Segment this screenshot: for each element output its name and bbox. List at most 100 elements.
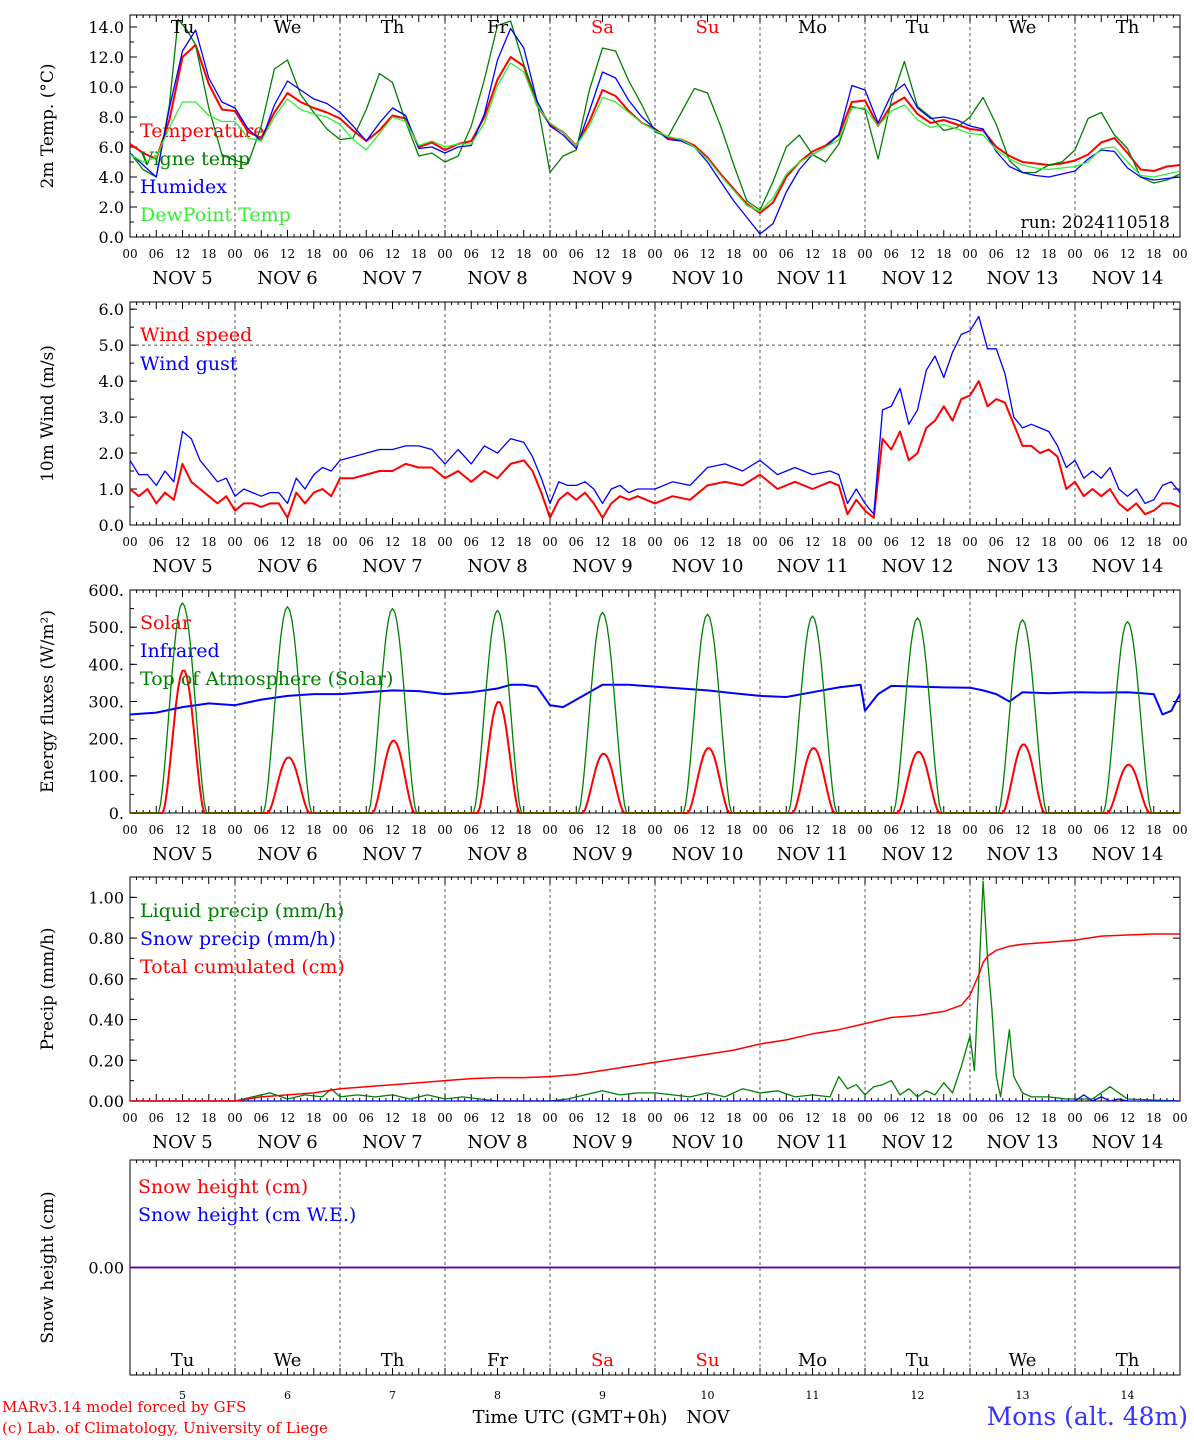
- hour-tick-label: 18: [936, 247, 951, 261]
- legend-entry: Total cumulated (cm): [140, 956, 345, 978]
- hour-tick-label: 12: [910, 247, 925, 261]
- series-line: [129, 27, 1181, 235]
- hour-tick-label: 12: [175, 1111, 190, 1125]
- hour-tick-label: 18: [201, 247, 216, 261]
- hour-tick-label: 06: [884, 535, 899, 549]
- hour-tick-label: 00: [1172, 823, 1187, 837]
- hour-tick-label: 00: [752, 247, 767, 261]
- hour-tick-label: 00: [122, 823, 137, 837]
- hour-tick-label: 06: [989, 535, 1004, 549]
- hour-tick-label: 06: [989, 823, 1004, 837]
- hour-tick-label: 00: [647, 247, 662, 261]
- day-name-label: We: [274, 1350, 302, 1371]
- legend-entry: Humidex: [140, 176, 227, 198]
- date-label: NOV 10: [672, 556, 744, 577]
- hour-tick-label: 12: [595, 823, 610, 837]
- hour-tick-label: 12: [1120, 247, 1135, 261]
- hour-tick-label: 12: [805, 535, 820, 549]
- hour-tick-label: 00: [1172, 1111, 1187, 1125]
- hour-tick-label: 18: [1041, 1111, 1056, 1125]
- y-tick-label: 8.0: [99, 108, 124, 127]
- hour-tick-label: 06: [149, 823, 164, 837]
- date-label: NOV 11: [777, 268, 849, 289]
- series-line: [130, 1094, 1180, 1102]
- day-name-label: Su: [696, 17, 720, 38]
- series-line: [129, 315, 1181, 515]
- y-tick-label: 12.0: [88, 48, 124, 67]
- day-name-label: Fr: [487, 1350, 508, 1371]
- hour-tick-label: 00: [857, 823, 872, 837]
- day-name-label: Tu: [906, 17, 930, 38]
- hour-tick-label: 12: [595, 535, 610, 549]
- legend-entry: Temperature: [140, 120, 264, 142]
- hour-tick-label: 12: [175, 247, 190, 261]
- hour-tick-label: 18: [1146, 535, 1161, 549]
- panel-1: 0.0 2.0 4.0 6.0 8.0 10.0 12.0 14.0 2m Temp. (°C)…: [38, 14, 1188, 289]
- day-name-label: Sa: [591, 17, 614, 38]
- series-line: [129, 380, 1181, 519]
- hour-tick-label: 12: [490, 535, 505, 549]
- hour-tick-label: 00: [1172, 247, 1187, 261]
- hour-tick-label: 12: [1015, 823, 1030, 837]
- hour-tick-label: 12: [1015, 247, 1030, 261]
- y-tick-label: 400.: [88, 655, 124, 674]
- y-tick-label: 0.00: [88, 1259, 124, 1278]
- hour-tick-label: 18: [621, 247, 636, 261]
- y-tick-label: 4.0: [99, 372, 124, 391]
- hour-tick-label: 00: [752, 1111, 767, 1125]
- hour-tick-label: 06: [989, 1111, 1004, 1125]
- hour-tick-label: 18: [201, 1111, 216, 1125]
- hour-tick-label: 12: [910, 1111, 925, 1125]
- date-label: NOV 11: [777, 556, 849, 577]
- hour-tick-label: 00: [227, 823, 242, 837]
- day-name-label: We: [1009, 1350, 1037, 1371]
- hour-tick-label: 06: [884, 823, 899, 837]
- hour-tick-label: 18: [1146, 247, 1161, 261]
- hour-tick-label: 00: [542, 1111, 557, 1125]
- hour-tick-label: 00: [647, 1111, 662, 1125]
- y-axis-label: 10m Wind (m/s): [38, 345, 58, 482]
- date-label: NOV 7: [362, 844, 422, 865]
- hour-tick-label: 12: [1120, 823, 1135, 837]
- hour-tick-label: 06: [254, 823, 269, 837]
- hour-tick-label: 06: [359, 247, 374, 261]
- hour-tick-label: 00: [647, 535, 662, 549]
- date-label: NOV 9: [572, 1132, 632, 1153]
- hour-tick-label: 00: [962, 823, 977, 837]
- y-tick-label: 1.0: [99, 480, 124, 499]
- hour-tick-label: 18: [306, 247, 321, 261]
- hour-tick-label: 12: [910, 823, 925, 837]
- legend-entry: Snow height (cm): [138, 1176, 308, 1198]
- date-label: NOV 5: [152, 844, 212, 865]
- hour-tick-label: 00: [437, 535, 452, 549]
- hour-tick-label: 00: [542, 247, 557, 261]
- legend-entry: Top of Atmosphere (Solar): [140, 668, 393, 690]
- hour-tick-label: 06: [464, 823, 479, 837]
- hour-tick-label: 06: [569, 823, 584, 837]
- hour-tick-label: 18: [726, 823, 741, 837]
- hour-tick-label: 06: [359, 823, 374, 837]
- date-label: NOV 12: [882, 844, 954, 865]
- legend-entry: Wind speed: [140, 324, 252, 346]
- hour-tick-label: 00: [437, 823, 452, 837]
- day-number-label: 11: [806, 1389, 820, 1402]
- hour-tick-label: 00: [1067, 535, 1082, 549]
- hour-tick-label: 12: [595, 247, 610, 261]
- hour-tick-label: 00: [437, 1111, 452, 1125]
- panel-5: 0.00 Snow height (cm) Snow height (cm) Snow…: [38, 1159, 1181, 1428]
- hour-tick-label: 18: [1041, 535, 1056, 549]
- day-name-label: Mo: [798, 1350, 827, 1371]
- hour-tick-label: 06: [464, 1111, 479, 1125]
- date-label: NOV 6: [257, 556, 317, 577]
- hour-tick-label: 12: [805, 247, 820, 261]
- hour-tick-label: 06: [569, 535, 584, 549]
- hour-tick-label: 06: [464, 247, 479, 261]
- hour-tick-label: 12: [1015, 1111, 1030, 1125]
- series-line: [130, 880, 1181, 1102]
- hour-tick-label: 00: [752, 535, 767, 549]
- hour-tick-label: 06: [884, 247, 899, 261]
- hour-tick-label: 12: [910, 535, 925, 549]
- day-number-label: 13: [1016, 1389, 1030, 1402]
- date-label: NOV 8: [467, 556, 527, 577]
- hour-tick-label: 18: [1041, 823, 1056, 837]
